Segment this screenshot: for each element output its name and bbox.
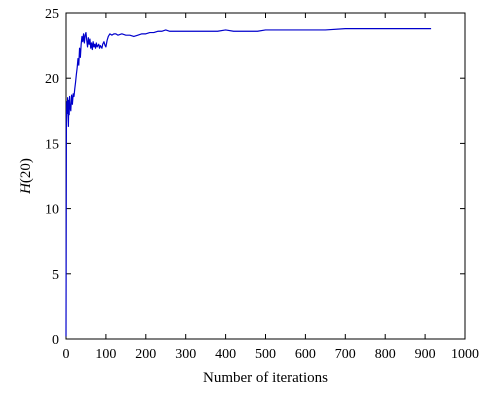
x-tick-label: 1000 bbox=[451, 347, 479, 362]
y-axis-label: H(20) bbox=[18, 158, 34, 195]
plot-area bbox=[65, 12, 466, 340]
x-tick-label: 0 bbox=[63, 347, 70, 362]
x-tick-label: 800 bbox=[375, 347, 396, 362]
y-tick-label: 25 bbox=[45, 7, 59, 22]
x-tick-label: 900 bbox=[415, 347, 436, 362]
x-tick-label: 400 bbox=[215, 347, 236, 362]
y-axis-ticks bbox=[66, 12, 465, 340]
y-axis-tick-labels: 0 5 10 15 20 25 bbox=[45, 7, 59, 348]
x-tick-label: 600 bbox=[295, 347, 316, 362]
x-axis-tick-labels: 0 100 200 300 400 500 600 700 800 900 1000 bbox=[63, 347, 480, 362]
y-tick-label: 0 bbox=[52, 333, 59, 348]
y-tick-label: 15 bbox=[45, 137, 59, 152]
x-tick-label: 100 bbox=[95, 347, 116, 362]
plot-frame bbox=[65, 12, 466, 340]
x-axis-ticks bbox=[65, 13, 466, 339]
y-axis-label-italic: H bbox=[18, 182, 34, 195]
y-axis-label-rest: (20) bbox=[18, 158, 34, 183]
x-tick-label: 200 bbox=[135, 347, 156, 362]
series-line bbox=[65, 28, 432, 337]
x-tick-label: 300 bbox=[175, 347, 196, 362]
y-tick-label: 5 bbox=[52, 268, 59, 283]
x-tick-label: 500 bbox=[255, 347, 276, 362]
y-tick-label: 20 bbox=[45, 72, 59, 87]
x-axis-label: Number of iterations bbox=[203, 370, 328, 386]
y-tick-label: 10 bbox=[45, 203, 59, 218]
x-tick-label: 700 bbox=[335, 347, 356, 362]
